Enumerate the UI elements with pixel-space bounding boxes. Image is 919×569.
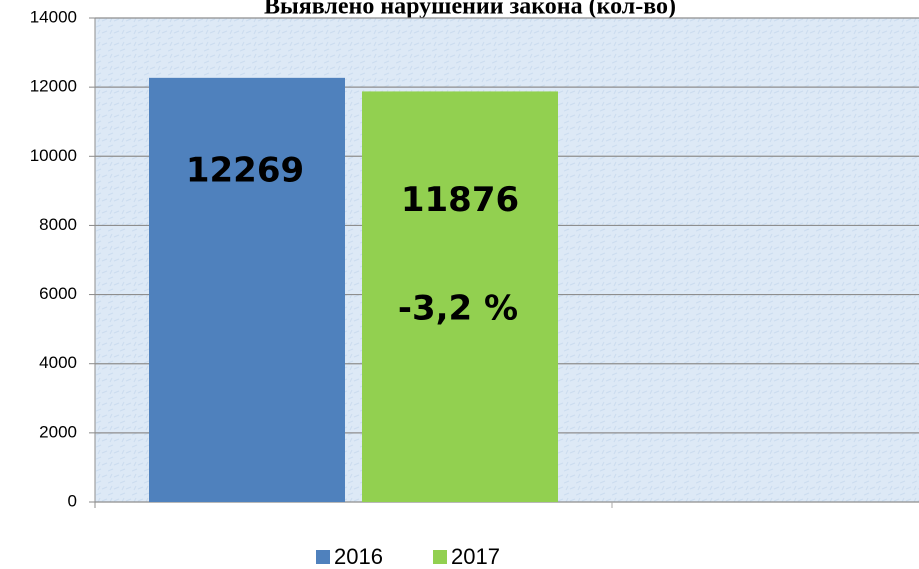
y-tick-label: 8000	[39, 215, 77, 234]
legend-label: 2017	[451, 544, 500, 569]
legend-swatch	[433, 550, 447, 564]
bar	[149, 77, 345, 502]
y-tick-label: 0	[68, 491, 77, 510]
y-tick-label: 4000	[39, 353, 77, 372]
legend-label: 2016	[334, 544, 383, 569]
chart-title: Выявлено нарушений закона (кол-во)	[264, 0, 676, 20]
data-label: 12269	[186, 150, 304, 190]
bar	[362, 91, 558, 502]
y-tick-label: 6000	[39, 284, 77, 303]
y-tick-label: 12000	[30, 77, 77, 96]
legend-swatch	[316, 550, 330, 564]
data-label: 11876	[401, 180, 519, 220]
y-tick-label: 10000	[30, 146, 77, 165]
annotation: -3,2 %	[398, 289, 518, 329]
y-tick-label: 2000	[39, 422, 77, 441]
y-tick-label: 14000	[30, 7, 77, 26]
